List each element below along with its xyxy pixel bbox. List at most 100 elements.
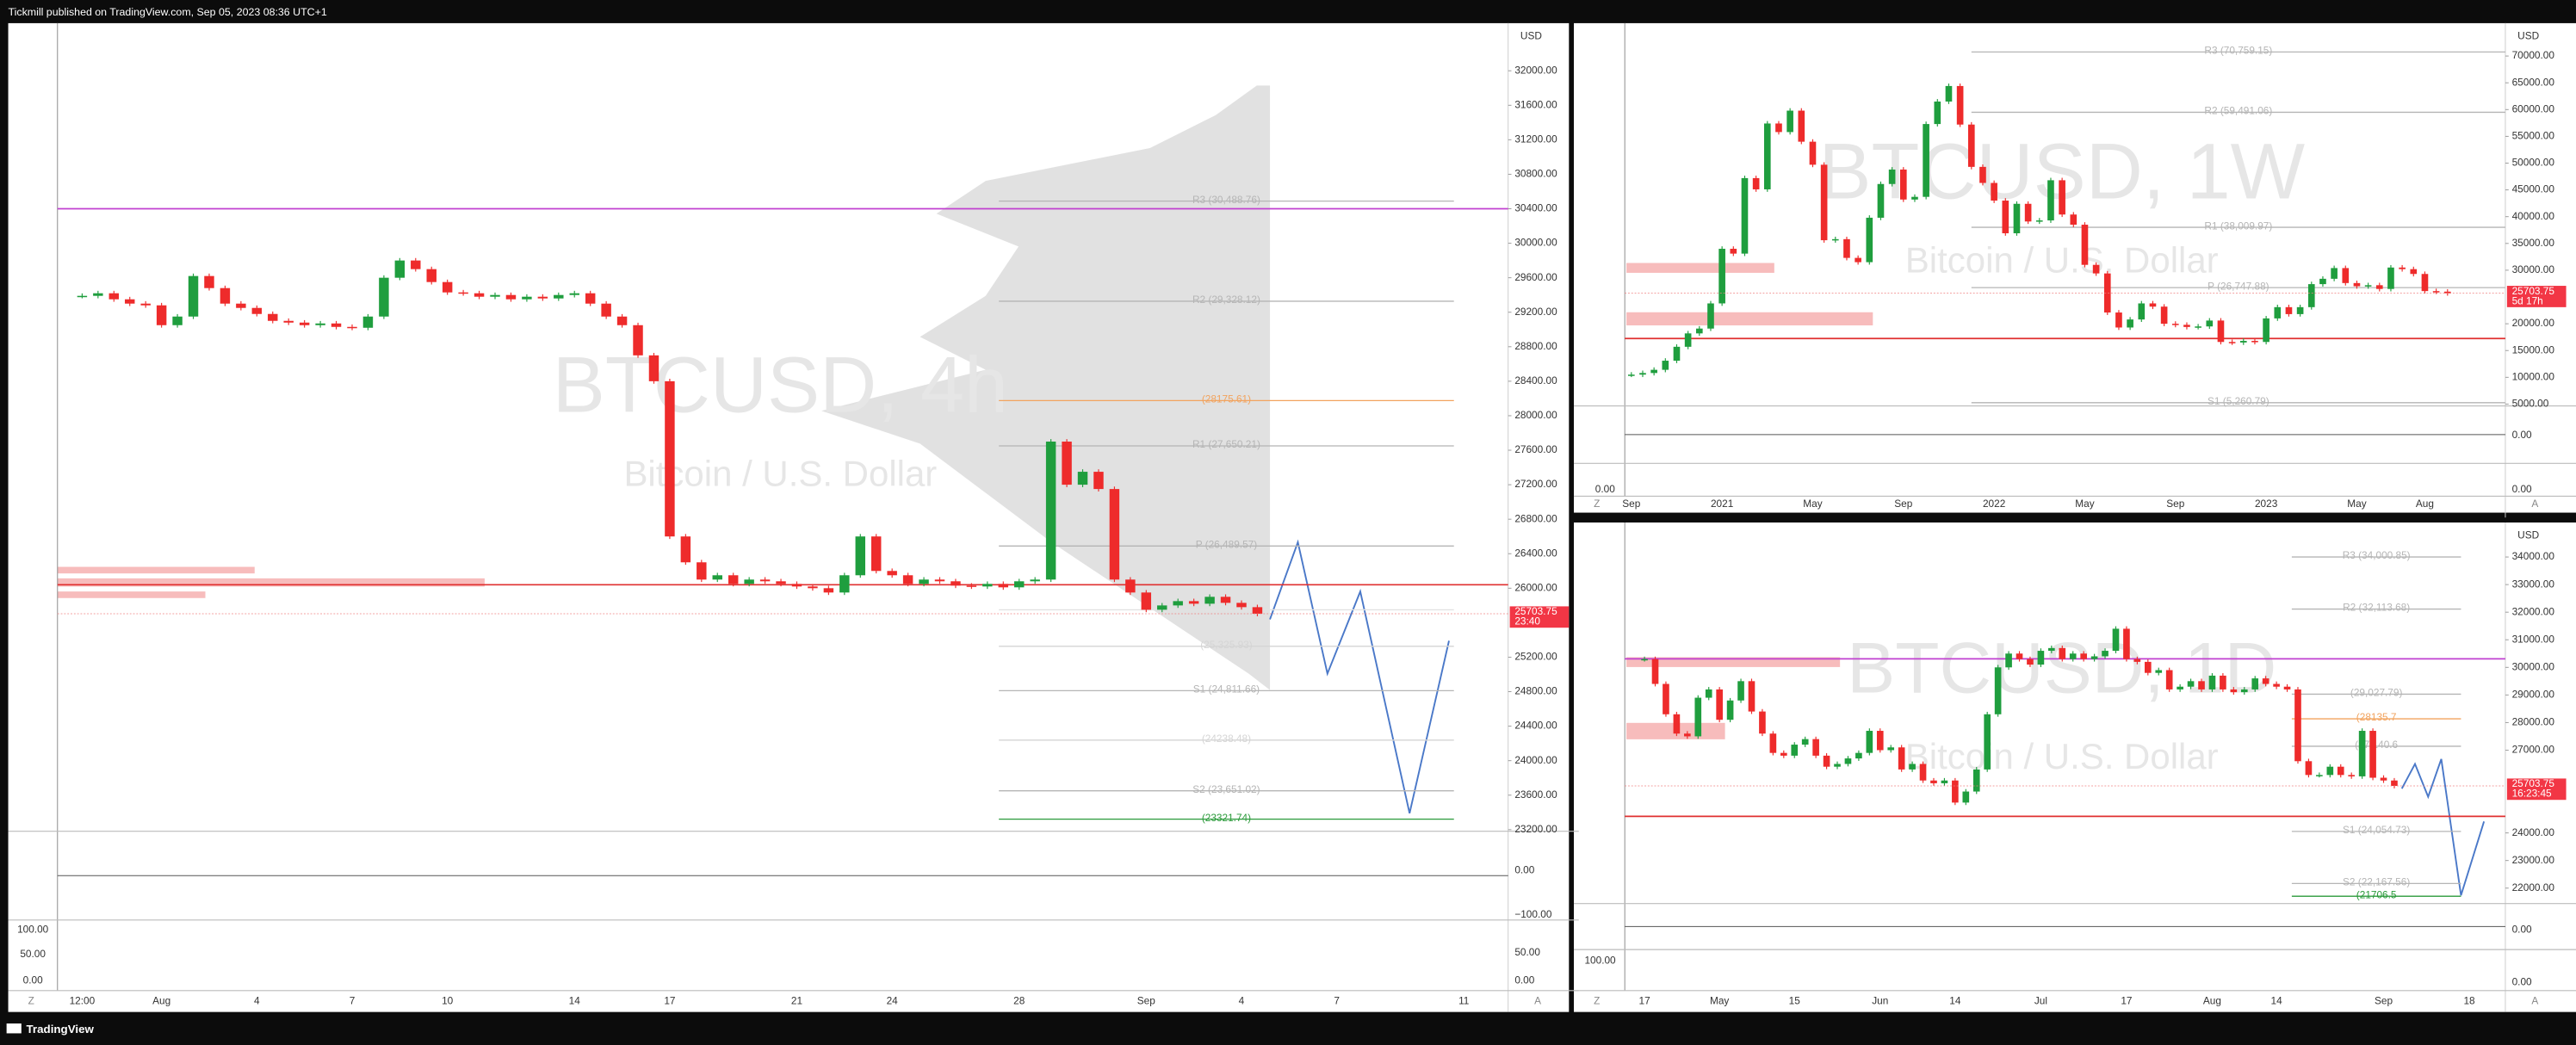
x-tick-label: 4 — [254, 994, 260, 1006]
pivot-label: P (26,489.57) — [1196, 538, 1258, 550]
candle — [1809, 141, 1817, 165]
candle — [93, 293, 103, 296]
candle — [1775, 123, 1782, 133]
volume-profile — [821, 85, 1271, 690]
candle — [2103, 273, 2111, 313]
price-tag — [1509, 606, 1570, 628]
candle — [1941, 780, 1948, 783]
y-tick-label: 30000.00 — [2512, 263, 2555, 275]
candle — [2230, 689, 2238, 693]
corner-label[interactable]: Z — [1594, 498, 1600, 510]
projection-path — [2400, 758, 2486, 896]
oscillator-side-label: 100.00 — [17, 923, 49, 935]
candle — [2217, 320, 2225, 343]
candle — [474, 293, 485, 297]
candle — [2296, 306, 2304, 314]
watermark-name: Bitcoin / U.S. Dollar — [1905, 736, 2219, 776]
candle — [2177, 686, 2183, 689]
pivot-label: (23321.74) — [1202, 812, 1251, 824]
candle — [1934, 101, 1941, 125]
panel-bottom-right — [1574, 522, 2576, 1012]
candle — [1650, 369, 1657, 374]
candle — [347, 326, 357, 329]
candle — [1909, 764, 1916, 770]
pivot-label: S1 (24,811.66) — [1193, 683, 1260, 696]
corner-label[interactable]: Z — [28, 994, 34, 1006]
candle — [204, 275, 214, 288]
pivot-label: R3 (34,000.85) — [2343, 549, 2411, 561]
candle — [2240, 689, 2248, 693]
candle — [2092, 264, 2100, 274]
candle — [2069, 653, 2077, 659]
oscillator-side-label: 50.00 — [20, 948, 46, 960]
corner-label[interactable]: Z — [1594, 994, 1600, 1006]
candle — [919, 579, 929, 584]
candle — [2165, 670, 2173, 689]
candle — [2016, 653, 2023, 659]
watermark-symbol: BTCUSD, 4h — [553, 342, 1008, 430]
oscillator-tick-label: 0.00 — [1514, 974, 1534, 986]
candle — [998, 584, 1009, 588]
y-tick-label: 28000.00 — [2512, 716, 2555, 728]
y-tick-label: 30800.00 — [1514, 168, 1557, 180]
candle — [2144, 661, 2152, 673]
pivot-label: R2 (59,491.06) — [2204, 105, 2272, 117]
x-tick-label: 28 — [1013, 994, 1025, 1006]
candle — [2059, 647, 2066, 659]
candle — [2443, 291, 2451, 294]
y-tick-label: 24400.00 — [1514, 720, 1557, 732]
candle — [1834, 764, 1841, 767]
candle — [1930, 780, 1937, 783]
corner-label[interactable]: A — [1534, 994, 1541, 1006]
candle — [2342, 268, 2350, 283]
candle — [697, 562, 707, 580]
y-tick-label: 26800.00 — [1514, 512, 1557, 524]
candle — [902, 575, 913, 584]
pivot-label: (28175.61) — [1202, 393, 1251, 405]
candle — [188, 275, 199, 317]
candle — [2307, 284, 2315, 307]
price-tag — [2506, 778, 2567, 801]
candle — [1791, 745, 1799, 756]
corner-label[interactable]: A — [2531, 994, 2538, 1006]
candle — [299, 322, 310, 325]
x-tick-label: 12:00 — [70, 994, 96, 1006]
candle — [268, 313, 278, 321]
x-tick-label: Aug — [2203, 994, 2221, 1006]
candle — [2183, 325, 2190, 327]
candle — [1684, 333, 1692, 347]
candle — [2326, 766, 2334, 776]
x-tick-label: Sep — [1137, 994, 1155, 1006]
y-tick-label: 32000.00 — [1514, 64, 1557, 76]
candle — [1979, 166, 1986, 183]
candle — [2112, 628, 2120, 652]
candle — [1673, 714, 1681, 734]
y-tick-label: 23000.00 — [2512, 854, 2555, 866]
candle — [1812, 739, 1819, 756]
y-tick-label: 27600.00 — [1514, 443, 1557, 455]
candle — [1077, 472, 1088, 485]
candle — [1173, 601, 1183, 606]
candle — [744, 579, 754, 584]
pivot-label: (21706.5 — [2356, 888, 2397, 900]
candle — [1844, 758, 1852, 764]
candle — [77, 295, 88, 298]
candle — [1991, 182, 1997, 201]
currency-label: USD — [1520, 29, 1542, 41]
y-tick-label: 23200.00 — [1514, 823, 1557, 835]
candle — [2387, 267, 2394, 289]
x-tick-label: Aug — [152, 994, 170, 1006]
candle — [2348, 775, 2356, 776]
candle — [1956, 85, 1964, 125]
candle — [887, 571, 897, 576]
y-tick-label: 40000.00 — [2512, 210, 2555, 222]
candle — [1759, 711, 1766, 734]
candle — [1093, 472, 1104, 490]
x-tick-label: Sep — [1894, 498, 1912, 510]
candle — [2102, 651, 2108, 657]
x-tick-label: 17 — [664, 994, 675, 1006]
corner-label[interactable]: A — [2531, 498, 2538, 510]
candle — [2421, 274, 2429, 292]
y-tick-label: 32000.00 — [2512, 605, 2555, 617]
